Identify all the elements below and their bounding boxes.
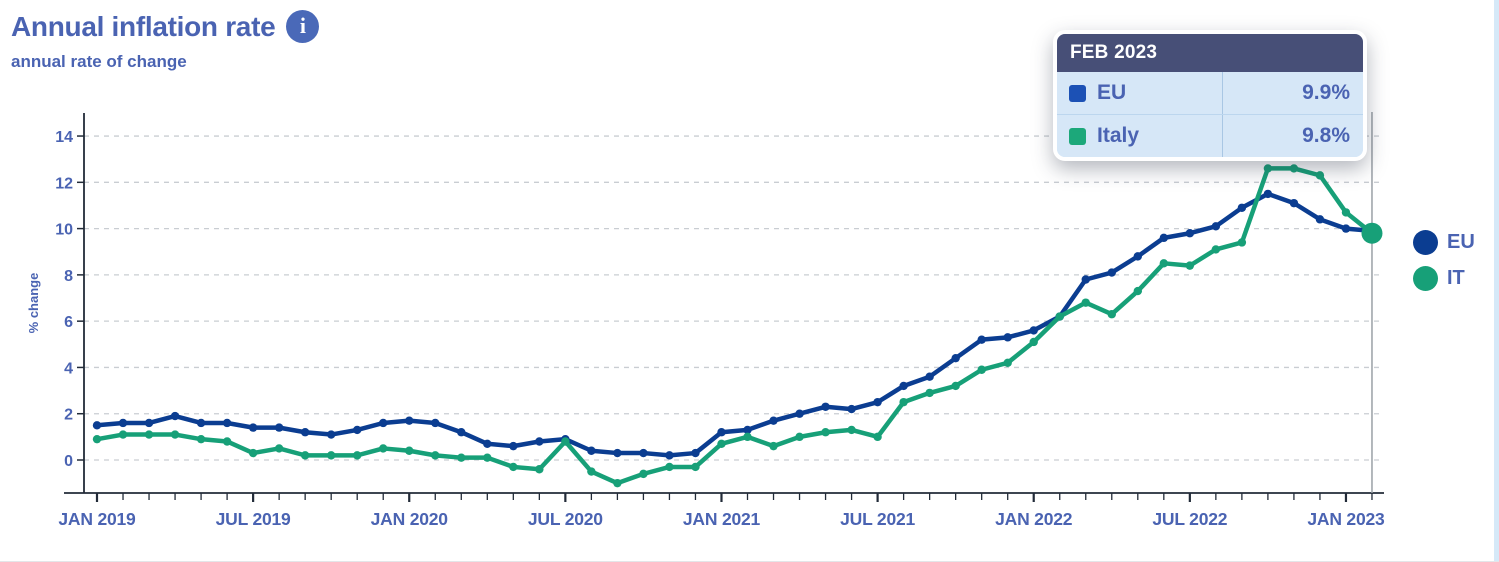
y-axis-title: % change	[26, 273, 41, 334]
tooltip-series-value: 9.8%	[1222, 115, 1363, 157]
y-axis: 0 2 4 6 8 10 12 14 % change	[26, 113, 85, 493]
eu-series-dot-icon	[1413, 229, 1438, 255]
legend-item-it[interactable]: IT	[1413, 260, 1475, 296]
x-tick-label: JAN 2020	[371, 509, 449, 529]
info-icon-glyph: i	[299, 12, 306, 38]
series-eu	[92, 189, 1377, 460]
tooltip-label-cell: EU	[1057, 81, 1222, 105]
page-subtitle: annual rate of change	[11, 52, 187, 71]
eu-swatch-icon	[1069, 84, 1086, 102]
y-tick-label: 14	[55, 129, 73, 146]
legend: EU IT	[1413, 224, 1475, 296]
y-tick-label: 6	[64, 314, 73, 331]
legend-item-eu[interactable]: EU	[1413, 224, 1475, 260]
x-axis: JAN 2019 JUL 2019 JAN 2020 JUL 2020 JAN 2021…	[58, 492, 1385, 529]
page-header: Annual inflation rate i annual rate of c…	[11, 10, 320, 72]
tooltip-label-cell: Italy	[1057, 124, 1222, 148]
y-tick-label: 2	[64, 407, 73, 424]
y-tick-label: 4	[64, 360, 73, 377]
x-tick-label: JUL 2021	[840, 509, 915, 529]
tooltip-row-eu: EU 9.9%	[1057, 72, 1363, 114]
tooltip-series-value: 9.9%	[1222, 72, 1363, 114]
x-tick-label: JAN 2022	[995, 509, 1073, 529]
tooltip-series-label: EU	[1097, 81, 1127, 104]
it-series-dot-icon	[1413, 265, 1438, 291]
y-tick-label: 12	[55, 175, 73, 192]
page-title: Annual inflation rate	[11, 10, 276, 42]
info-icon[interactable]: i	[286, 10, 320, 43]
series-it	[92, 164, 1377, 488]
x-tick-label: JAN 2023	[1307, 509, 1385, 529]
legend-label: IT	[1447, 266, 1465, 289]
x-tick-label: JUL 2019	[216, 509, 291, 529]
legend-label: EU	[1447, 230, 1475, 253]
x-tick-label: JUL 2020	[528, 509, 603, 529]
scrollbar-track[interactable]	[1494, 0, 1499, 562]
highlighted-point[interactable]	[1361, 222, 1383, 244]
italy-swatch-icon	[1069, 127, 1086, 145]
y-tick-label: 10	[55, 222, 73, 239]
y-tick-label: 0	[64, 453, 73, 470]
x-tick-label: JUL 2022	[1152, 509, 1227, 529]
tooltip-row-italy: Italy 9.8%	[1057, 114, 1363, 157]
tooltip-date: FEB 2023	[1057, 34, 1363, 72]
tooltip-series-label: Italy	[1097, 124, 1140, 147]
x-tick-label: JAN 2021	[683, 509, 761, 529]
title-row: Annual inflation rate i	[11, 10, 320, 43]
gridlines	[84, 135, 1384, 461]
y-tick-label: 8	[64, 268, 73, 285]
x-tick-label: JAN 2019	[58, 509, 136, 529]
tooltip: FEB 2023 EU 9.9% Italy 9.8%	[1053, 30, 1367, 161]
